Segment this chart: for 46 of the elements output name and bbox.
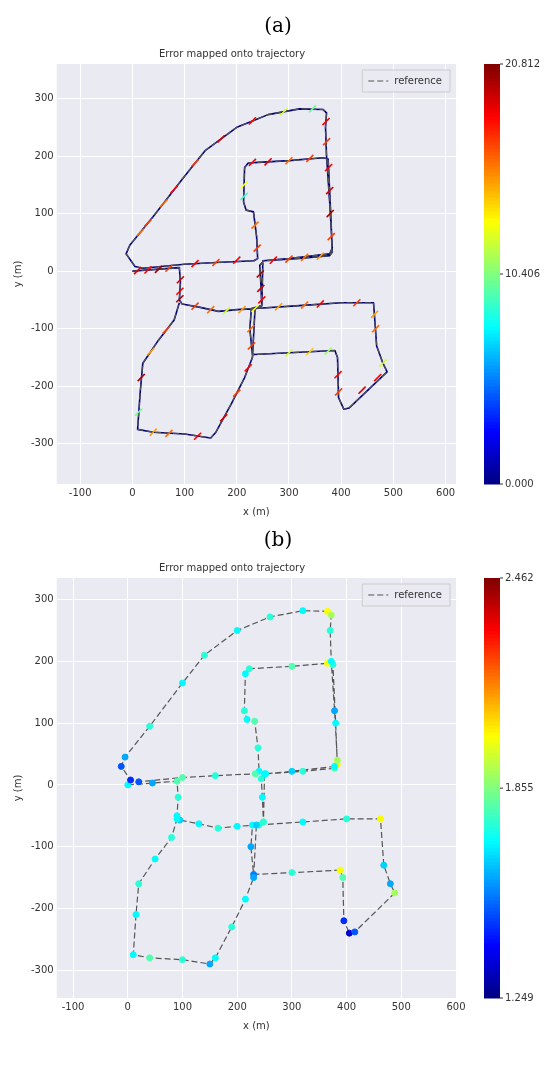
x-tick-label: 0 (124, 1000, 131, 1012)
y-tick-label: 0 (47, 778, 54, 790)
x-tick-label: 400 (337, 1000, 357, 1012)
color-bar-label: 2.462 (505, 571, 534, 583)
y-tick-label: -100 (30, 322, 54, 334)
x-tick-label: 100 (175, 486, 195, 498)
y-axis-title: y (m) (11, 774, 23, 802)
x-tick-label: -100 (61, 1000, 85, 1012)
text: (b) (262, 526, 294, 553)
x-tick-label: 0 (129, 486, 136, 498)
chart-title: Error mapped onto trajectory (158, 47, 306, 59)
y-tick-label: 300 (34, 92, 54, 104)
y-tick-label: -200 (30, 902, 54, 914)
x-tick-label: 200 (227, 486, 247, 498)
x-tick-label: 600 (436, 486, 456, 498)
x-tick-label: 400 (331, 486, 351, 498)
y-tick-label: 200 (34, 149, 54, 161)
y-tick-label: -300 (30, 437, 54, 449)
y-tick-label: 100 (34, 716, 54, 728)
x-tick-label: 300 (282, 1000, 302, 1012)
y-axis-title: y (m) (11, 260, 23, 288)
x-axis-title: x (m) (243, 1019, 270, 1031)
text: (a) (263, 12, 293, 39)
legend-label: reference (394, 588, 442, 600)
chart-title: Error mapped onto trajectory (158, 561, 306, 573)
color-bar-label: 1.249 (505, 991, 534, 1003)
y-tick-label: 100 (34, 207, 54, 219)
x-tick-label: 600 (446, 1000, 466, 1012)
y-tick-label: -200 (30, 379, 54, 391)
x-tick-label: 500 (391, 1000, 411, 1012)
y-tick-label: -300 (30, 963, 54, 975)
x-tick-label: 200 (227, 1000, 247, 1012)
x-tick-label: 500 (383, 486, 403, 498)
x-tick-label: 100 (172, 1000, 193, 1012)
color-bar-label: 10.406 (505, 267, 540, 279)
color-bar-label: 0.000 (505, 477, 534, 489)
y-tick-label: 300 (34, 593, 54, 605)
x-tick-label: -100 (68, 486, 92, 498)
y-tick-label: 200 (34, 654, 54, 666)
y-tick-label: 0 (47, 264, 54, 276)
color-bar-label: 20.812 (505, 57, 540, 69)
x-tick-label: 300 (279, 486, 299, 498)
x-axis-title: x (m) (243, 505, 270, 517)
legend-label: reference (394, 74, 442, 86)
color-bar-label: 1.855 (505, 781, 534, 793)
y-tick-label: -100 (30, 840, 54, 852)
